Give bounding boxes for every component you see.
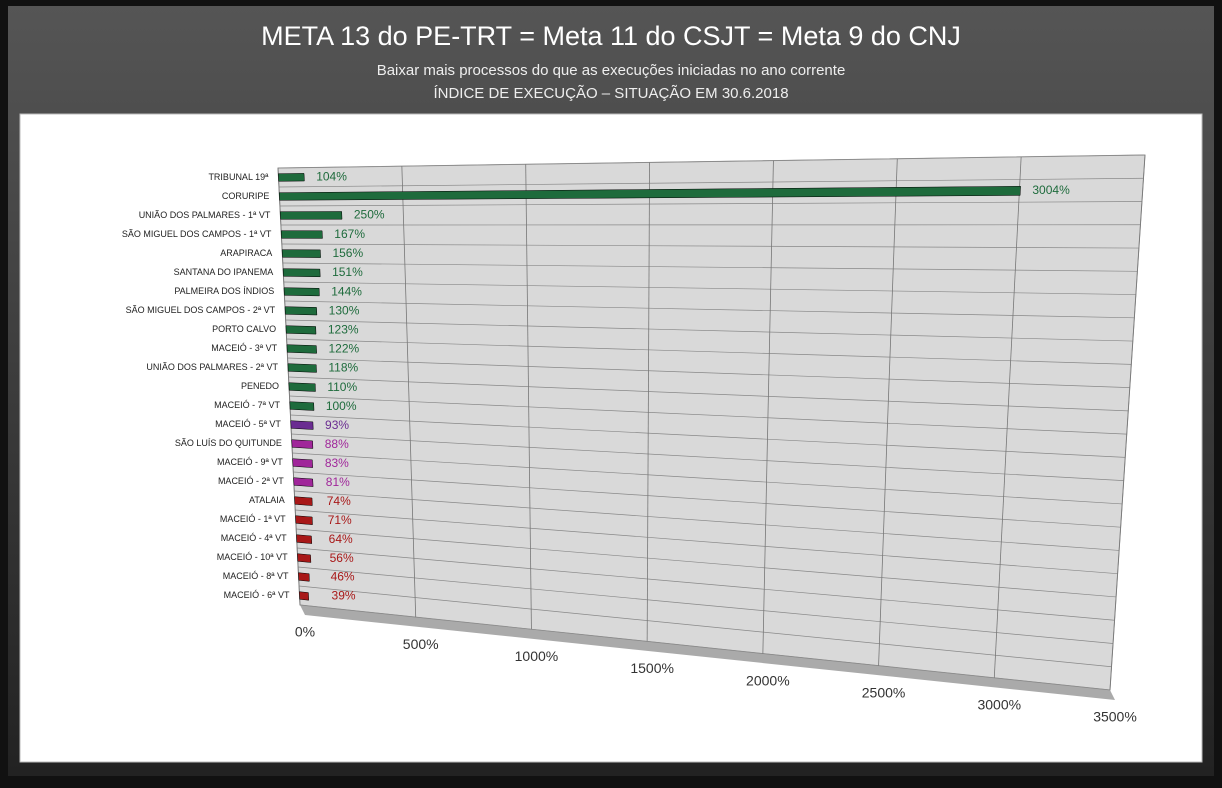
category-label: ATALAIA	[249, 495, 285, 505]
category-label: ARAPIRACA	[220, 248, 272, 258]
category-label: MACEIÓ - 10ª VT	[217, 552, 288, 562]
bar	[283, 269, 320, 277]
chart-title: META 13 do PE-TRT = Meta 11 do CSJT = Me…	[261, 21, 961, 51]
category-label: CORURIPE	[222, 191, 270, 201]
bar	[296, 516, 313, 525]
bar	[291, 421, 314, 430]
value-label: 71%	[328, 513, 352, 527]
bar	[293, 459, 313, 468]
value-label: 100%	[326, 399, 357, 413]
category-label: MACEIÓ - 6ª VT	[224, 590, 290, 600]
value-label: 3004%	[1032, 183, 1070, 197]
category-label: MACEIÓ - 3ª VT	[211, 343, 277, 353]
category-label: UNIÃO DOS PALMARES - 2ª VT	[146, 362, 278, 372]
category-label: PALMEIRA DOS ÍNDIOS	[174, 286, 274, 296]
category-label: UNIÃO DOS PALMARES - 1ª VT	[139, 210, 271, 220]
bar	[294, 478, 314, 487]
x-tick-label: 1500%	[630, 660, 674, 676]
subtitle: ÍNDICE DE EXECUÇÃO – SITUAÇÃO EM 30.6.20…	[433, 85, 788, 102]
value-label: 156%	[332, 246, 363, 260]
bar	[281, 231, 322, 239]
value-label: 88%	[325, 437, 349, 451]
category-label: SÃO MIGUEL DOS CAMPOS - 2ª VT	[126, 305, 276, 315]
category-label: MACEIÓ - 5ª VT	[215, 419, 281, 429]
bar	[292, 440, 313, 449]
value-label: 250%	[354, 208, 385, 222]
plot-wall	[278, 155, 1145, 690]
value-label: 130%	[329, 303, 360, 317]
category-label: SÃO MIGUEL DOS CAMPOS - 1ª VT	[122, 229, 272, 239]
category-label: PENEDO	[241, 381, 279, 391]
value-label: 144%	[331, 284, 362, 298]
category-label: MACEIÓ - 7ª VT	[214, 400, 280, 410]
category-label: SANTANA DO IPANEMA	[174, 267, 274, 277]
value-label: 74%	[327, 494, 351, 508]
value-label: 110%	[327, 380, 357, 394]
value-label: 81%	[326, 475, 350, 489]
category-label: PORTO CALVO	[212, 324, 276, 334]
value-label: 39%	[332, 589, 356, 603]
value-label: 104%	[316, 169, 347, 183]
value-label: 83%	[325, 456, 349, 470]
value-label: 123%	[328, 322, 359, 336]
bar	[290, 402, 314, 411]
x-tick-label: 2500%	[862, 684, 906, 700]
category-label: TRIBUNAL 19ª	[208, 172, 269, 182]
category-label: MACEIÓ - 8ª VT	[223, 571, 289, 581]
subtitle: Baixar mais processos do que as execuçõe…	[377, 62, 846, 79]
value-label: 122%	[328, 342, 359, 356]
bar	[284, 288, 319, 296]
category-label: MACEIÓ - 4ª VT	[221, 533, 287, 543]
x-tick-label: 500%	[403, 636, 439, 652]
value-label: 118%	[328, 361, 358, 375]
value-label: 56%	[330, 551, 354, 565]
x-tick-label: 3500%	[1093, 709, 1137, 725]
bar	[297, 535, 312, 544]
bar	[299, 592, 308, 601]
value-label: 93%	[325, 418, 349, 432]
x-tick-label: 2000%	[746, 672, 790, 688]
bar	[287, 345, 317, 354]
bar	[289, 383, 316, 392]
value-label: 46%	[331, 570, 355, 584]
x-tick-label: 0%	[295, 624, 315, 640]
value-label: 64%	[329, 532, 353, 546]
category-label: MACEIÓ - 9ª VT	[217, 457, 283, 467]
bar	[298, 573, 309, 582]
bar	[282, 250, 321, 258]
value-label: 167%	[334, 227, 365, 241]
bar	[286, 326, 316, 334]
bar	[280, 212, 342, 220]
value-label: 151%	[332, 265, 363, 279]
bar	[295, 497, 313, 506]
x-tick-label: 3000%	[977, 697, 1021, 713]
bar	[297, 554, 311, 563]
category-label: MACEIÓ - 1ª VT	[220, 514, 286, 524]
x-tick-label: 1000%	[515, 648, 559, 664]
bar	[288, 364, 317, 373]
bar	[278, 173, 304, 181]
bar	[285, 307, 317, 315]
category-label: MACEIÓ - 2ª VT	[218, 476, 284, 486]
category-label: SÃO LUÍS DO QUITUNDE	[175, 438, 282, 448]
